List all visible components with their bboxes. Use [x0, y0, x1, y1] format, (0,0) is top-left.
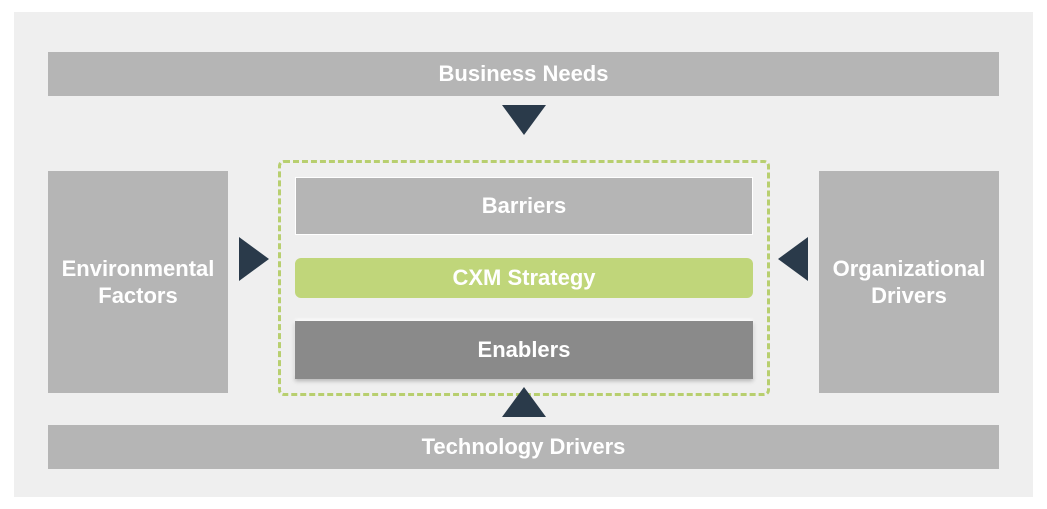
barriers-box: Barriers — [295, 177, 753, 235]
barriers-label: Barriers — [482, 193, 566, 219]
cxm-strategy-box: CXM Strategy — [295, 258, 753, 298]
business-needs-label: Business Needs — [439, 61, 609, 87]
arrow-right-icon — [239, 237, 269, 281]
arrow-down-icon — [502, 105, 546, 135]
technology-drivers-label: Technology Drivers — [422, 434, 626, 460]
diagram-canvas: Business Needs Environmental Factors Bar… — [14, 12, 1033, 497]
business-needs-bar: Business Needs — [48, 52, 999, 96]
organizational-drivers-label: Organizational Drivers — [819, 255, 999, 310]
center-dashed-container: Barriers CXM Strategy Enablers — [278, 160, 770, 396]
arrow-left-icon — [778, 237, 808, 281]
arrow-up-icon — [502, 387, 546, 417]
enablers-label: Enablers — [478, 337, 571, 363]
environmental-factors-box: Environmental Factors — [48, 171, 228, 393]
cxm-strategy-label: CXM Strategy — [452, 265, 595, 291]
enablers-box: Enablers — [295, 321, 753, 379]
environmental-factors-label: Environmental Factors — [48, 255, 228, 310]
organizational-drivers-box: Organizational Drivers — [819, 171, 999, 393]
technology-drivers-bar: Technology Drivers — [48, 425, 999, 469]
